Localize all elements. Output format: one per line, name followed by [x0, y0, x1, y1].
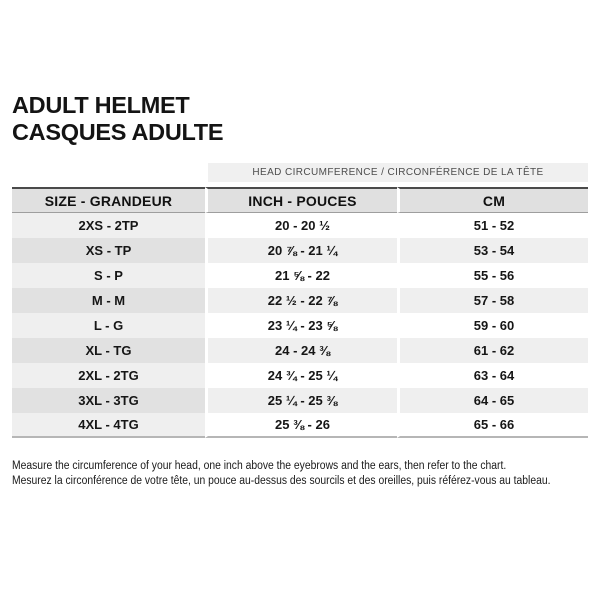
cell-inch: 21 ⅝ - 22 — [205, 263, 397, 288]
cell-size: XS - TP — [12, 238, 205, 263]
span-header-row: HEAD CIRCUMFERENCE / CIRCONFÉRENCE DE LA… — [12, 163, 588, 187]
cell-size: L - G — [12, 313, 205, 338]
column-header-size: SIZE - GRANDEUR — [12, 187, 205, 213]
cell-inch: 25 ¼ - 25 ⅜ — [205, 388, 397, 413]
column-header-cm: CM — [397, 187, 588, 213]
head-circumference-header: HEAD CIRCUMFERENCE / CIRCONFÉRENCE DE LA… — [205, 163, 588, 187]
table-row: XS - TP 20 ⅞ - 21 ¼ 53 - 54 — [12, 238, 588, 263]
instruction-line-fr: Mesurez la circonférence de votre tête, … — [12, 475, 551, 487]
cell-inch: 23 ¼ - 23 ⅝ — [205, 313, 397, 338]
cell-size: XL - TG — [12, 338, 205, 363]
cell-cm: 55 - 56 — [397, 263, 588, 288]
table-row: 3XL - 3TG 25 ¼ - 25 ⅜ 64 - 65 — [12, 388, 588, 413]
cell-cm: 64 - 65 — [397, 388, 588, 413]
cell-size: M - M — [12, 288, 205, 313]
span-header-spacer — [12, 163, 205, 187]
table-body: 2XS - 2TP 20 - 20 ½ 51 - 52 XS - TP 20 ⅞ - 2… — [12, 213, 588, 438]
page-title-line-fr: CASQUES ADULTE — [12, 119, 224, 145]
cell-size: 2XL - 2TG — [12, 363, 205, 388]
table-row: XL - TG 24 - 24 ⅜ 61 - 62 — [12, 338, 588, 363]
column-header-row: SIZE - GRANDEUR INCH - POUCES CM — [12, 187, 588, 213]
cell-cm: 59 - 60 — [397, 313, 588, 338]
cell-cm: 63 - 64 — [397, 363, 588, 388]
cell-inch: 24 ¾ - 25 ¼ — [205, 363, 397, 388]
cell-cm: 51 - 52 — [397, 213, 588, 238]
cell-inch: 25 ⅜ - 26 — [205, 413, 397, 438]
cell-cm: 65 - 66 — [397, 413, 588, 438]
cell-size: 2XS - 2TP — [12, 213, 205, 238]
measuring-instructions: Measure the circumference of your head, … — [12, 459, 588, 489]
helmet-size-table: HEAD CIRCUMFERENCE / CIRCONFÉRENCE DE LA… — [12, 163, 588, 438]
column-header-inch: INCH - POUCES — [205, 187, 397, 213]
instruction-line-en: Measure the circumference of your head, … — [12, 460, 507, 472]
cell-size: 4XL - 4TG — [12, 413, 205, 438]
table-row: M - M 22 ½ - 22 ⅞ 57 - 58 — [12, 288, 588, 313]
cell-inch: 20 - 20 ½ — [205, 213, 397, 238]
cell-size: 3XL - 3TG — [12, 388, 205, 413]
table-row: 2XS - 2TP 20 - 20 ½ 51 - 52 — [12, 213, 588, 238]
table-row: 2XL - 2TG 24 ¾ - 25 ¼ 63 - 64 — [12, 363, 588, 388]
table-row: L - G 23 ¼ - 23 ⅝ 59 - 60 — [12, 313, 588, 338]
table-row: 4XL - 4TG 25 ⅜ - 26 65 - 66 — [12, 413, 588, 438]
cell-size: S - P — [12, 263, 205, 288]
page-title-line-en: ADULT HELMET — [12, 92, 190, 118]
cell-cm: 57 - 58 — [397, 288, 588, 313]
page-title: ADULT HELMET CASQUES ADULTE — [12, 92, 224, 146]
table-row: S - P 21 ⅝ - 22 55 - 56 — [12, 263, 588, 288]
cell-inch: 22 ½ - 22 ⅞ — [205, 288, 397, 313]
cell-cm: 61 - 62 — [397, 338, 588, 363]
cell-cm: 53 - 54 — [397, 238, 588, 263]
cell-inch: 20 ⅞ - 21 ¼ — [205, 238, 397, 263]
cell-inch: 24 - 24 ⅜ — [205, 338, 397, 363]
